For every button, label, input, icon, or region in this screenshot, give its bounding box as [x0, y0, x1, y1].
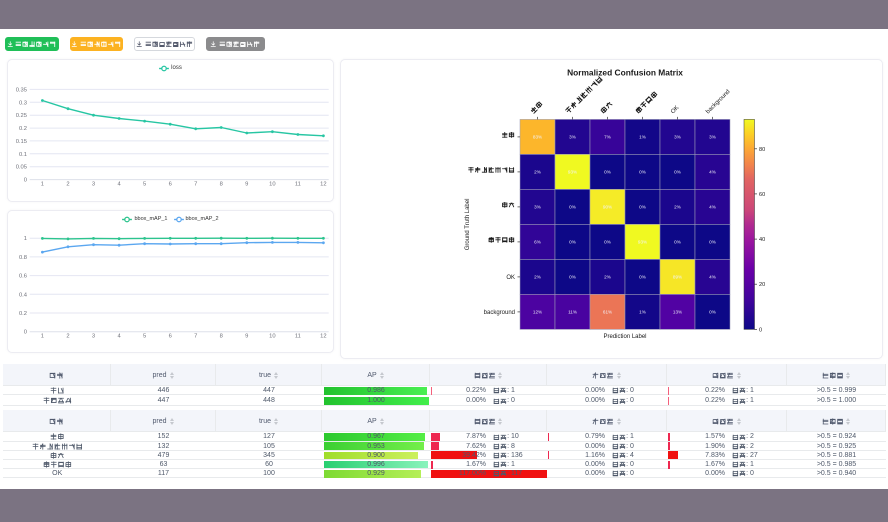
svg-text:89%: 89%	[673, 275, 682, 280]
svg-text:1: 1	[41, 182, 44, 188]
svg-text:13%: 13%	[673, 310, 682, 315]
svg-text:1%: 1%	[639, 135, 646, 140]
svg-text:0: 0	[24, 330, 27, 336]
svg-text:3%: 3%	[674, 135, 681, 140]
svg-text:2%: 2%	[604, 275, 611, 280]
svg-text:2%: 2%	[534, 275, 541, 280]
svg-text:Normalized Confusion Matrix: Normalized Confusion Matrix	[567, 68, 683, 78]
svg-text:2%: 2%	[534, 170, 541, 175]
svg-text:0%: 0%	[639, 205, 646, 210]
svg-text:0.2: 0.2	[19, 311, 27, 317]
svg-text:0.1: 0.1	[19, 152, 27, 158]
svg-text:Ground Truth Label: Ground Truth Label	[465, 199, 471, 251]
svg-text:0.15: 0.15	[16, 139, 27, 145]
svg-text:9: 9	[245, 182, 248, 188]
svg-text:0%: 0%	[604, 170, 611, 175]
svg-text:6%: 6%	[534, 240, 541, 245]
svg-text:12%: 12%	[533, 310, 542, 315]
svg-text:4%: 4%	[709, 205, 716, 210]
svg-text:61%: 61%	[603, 310, 612, 315]
svg-text:0.6: 0.6	[19, 274, 27, 280]
svg-text:background: background	[484, 310, 515, 316]
svg-text:4: 4	[117, 334, 121, 340]
svg-text:1: 1	[41, 334, 44, 340]
svg-text:12: 12	[320, 334, 326, 340]
svg-text:4: 4	[117, 182, 121, 188]
svg-text:0.4: 0.4	[19, 292, 28, 298]
svg-text:5: 5	[143, 334, 146, 340]
svg-text:93%: 93%	[638, 240, 647, 245]
svg-text:9: 9	[245, 334, 248, 340]
svg-text:93%: 93%	[568, 170, 577, 175]
svg-text:0%: 0%	[709, 310, 716, 315]
svg-text:Prediction Label: Prediction Label	[603, 334, 646, 340]
svg-text:0: 0	[759, 327, 762, 333]
svg-text:3: 3	[92, 334, 95, 340]
svg-text:0%: 0%	[709, 240, 716, 245]
svg-text:0%: 0%	[604, 240, 611, 245]
svg-text:7: 7	[194, 334, 197, 340]
svg-text:0.2: 0.2	[19, 126, 27, 132]
svg-text:0: 0	[24, 178, 27, 184]
svg-text:8: 8	[220, 334, 223, 340]
svg-text:0%: 0%	[674, 240, 681, 245]
svg-text:12: 12	[320, 182, 326, 188]
svg-text:0%: 0%	[569, 205, 576, 210]
svg-text:2%: 2%	[674, 205, 681, 210]
svg-text:11%: 11%	[568, 310, 577, 315]
svg-text:0%: 0%	[639, 170, 646, 175]
svg-text:3%: 3%	[534, 205, 541, 210]
svg-text:OK: OK	[506, 275, 515, 281]
svg-text:3%: 3%	[709, 135, 716, 140]
svg-text:3%: 3%	[569, 135, 576, 140]
svg-text:4%: 4%	[709, 170, 716, 175]
svg-text:60: 60	[759, 192, 765, 198]
svg-text:6: 6	[169, 334, 172, 340]
svg-text:0.8: 0.8	[19, 255, 27, 261]
svg-text:83%: 83%	[533, 135, 542, 140]
svg-text:6: 6	[169, 182, 172, 188]
svg-text:10: 10	[269, 334, 275, 340]
svg-text:11: 11	[295, 182, 301, 188]
svg-text:20: 20	[759, 282, 765, 288]
svg-text:0%: 0%	[639, 275, 646, 280]
svg-text:OK: OK	[670, 105, 680, 115]
svg-text:0%: 0%	[674, 170, 681, 175]
svg-text:7: 7	[194, 182, 197, 188]
svg-text:2: 2	[66, 182, 69, 188]
svg-text:0.05: 0.05	[16, 165, 27, 171]
svg-text:5: 5	[143, 182, 146, 188]
svg-text:4%: 4%	[709, 275, 716, 280]
svg-text:40: 40	[759, 237, 765, 243]
svg-text:3: 3	[92, 182, 95, 188]
svg-text:0.35: 0.35	[16, 87, 27, 93]
svg-text:90%: 90%	[603, 205, 612, 210]
svg-text:1: 1	[24, 236, 27, 242]
svg-text:0%: 0%	[569, 240, 576, 245]
svg-text:2: 2	[66, 334, 69, 340]
svg-text:11: 11	[295, 334, 301, 340]
svg-text:0.3: 0.3	[19, 100, 27, 106]
svg-text:background: background	[705, 89, 731, 115]
svg-text:10: 10	[269, 182, 275, 188]
svg-text:1%: 1%	[639, 310, 646, 315]
svg-text:7%: 7%	[604, 135, 611, 140]
svg-text:0.25: 0.25	[16, 113, 27, 119]
svg-text:8: 8	[220, 182, 223, 188]
svg-text:0%: 0%	[569, 275, 576, 280]
svg-text:80: 80	[759, 147, 765, 153]
